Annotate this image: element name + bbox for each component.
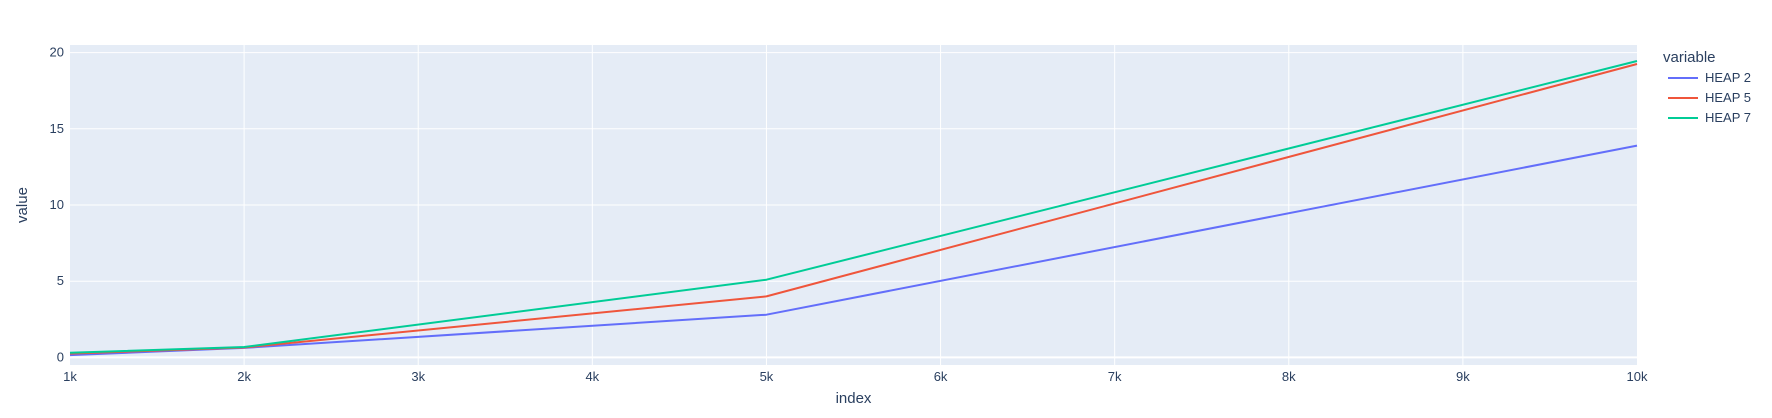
x-tick-label: 9k: [1456, 369, 1470, 384]
x-tick-label: 7k: [1108, 369, 1122, 384]
x-tick-label: 4k: [585, 369, 599, 384]
y-tick-label: 15: [50, 121, 64, 136]
legend-item-label[interactable]: HEAP 5: [1705, 90, 1751, 105]
x-tick-label: 3k: [411, 369, 425, 384]
x-tick-label: 10k: [1627, 369, 1648, 384]
y-tick-label: 0: [57, 349, 64, 364]
y-gridlines: [70, 52, 1637, 359]
y-axis-title: value: [14, 187, 31, 223]
x-tick-label: 1k: [63, 369, 77, 384]
x-tick-label: 5k: [760, 369, 774, 384]
x-tick-label: 8k: [1282, 369, 1296, 384]
series-lines: [69, 60, 1638, 357]
legend-title: variable: [1663, 49, 1716, 66]
x-axis-title: index: [836, 390, 872, 407]
legend-item-label[interactable]: HEAP 2: [1705, 70, 1751, 85]
x-tick-label: 6k: [934, 369, 948, 384]
x-tick-label: 2k: [237, 369, 251, 384]
x-tick-labels: 1k 2k 3k 4k 5k 6k 7k 8k 9k 10k: [63, 369, 1648, 384]
legend[interactable]: variable HEAP 2 HEAP 5 HEAP 7: [1663, 49, 1751, 125]
y-tick-label: 10: [50, 197, 64, 212]
series-line: [69, 60, 1638, 354]
y-tick-label: 5: [57, 273, 64, 288]
y-tick-label: 20: [50, 45, 64, 60]
legend-item-label[interactable]: HEAP 7: [1705, 110, 1751, 125]
y-tick-labels: 0 5 10 15 20: [50, 45, 64, 365]
